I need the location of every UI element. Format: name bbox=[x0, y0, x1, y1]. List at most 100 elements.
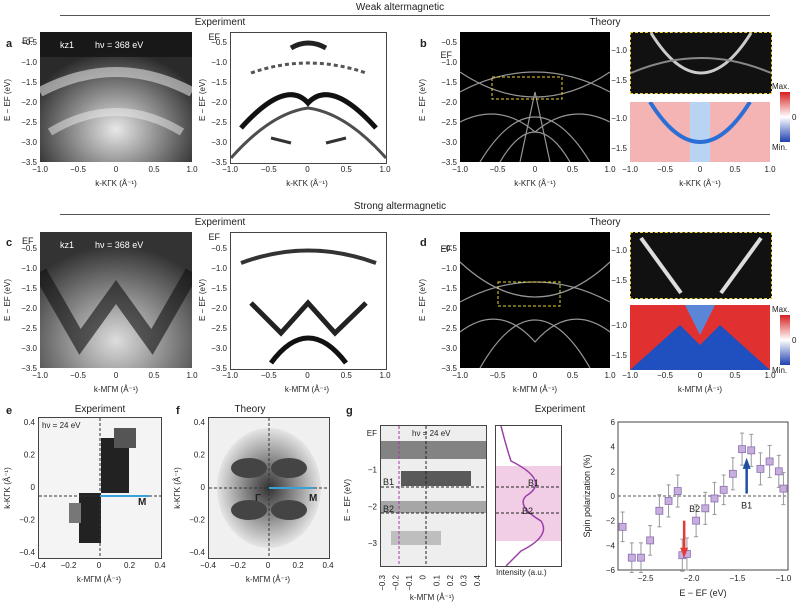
panel-e-map bbox=[38, 417, 162, 559]
panel-g-intensity-label: Intensity (a.u.) bbox=[496, 568, 547, 577]
sp-y-tick: −2 bbox=[606, 517, 616, 526]
panel-d-theory-image bbox=[460, 232, 610, 368]
x-tick-d: −0.5 bbox=[490, 371, 506, 380]
x-tick-b: −1.0 bbox=[452, 165, 468, 174]
x-tick-d: 1.0 bbox=[604, 371, 616, 380]
panel-f-m: M bbox=[309, 493, 318, 504]
x-tick-g: 0.4 bbox=[473, 574, 482, 586]
x-tick-d: 0.5 bbox=[567, 371, 579, 380]
panel-a-hv-label: hν = 368 eV bbox=[95, 40, 144, 50]
sp-data-point bbox=[655, 506, 664, 515]
x-tick-c: 0.5 bbox=[148, 371, 160, 380]
x-label-d: k-MΓM (Å⁻¹) bbox=[513, 385, 558, 394]
y-tick-a: −3.5 bbox=[21, 158, 37, 167]
y-tick-c: −1.0 bbox=[21, 264, 37, 273]
y-tick-d-inset: −1.0 bbox=[611, 246, 627, 255]
x-tick-c2: −1.0 bbox=[222, 371, 238, 380]
y-tick-f: 0.2 bbox=[194, 451, 206, 460]
colorbar-d-zero: 0 bbox=[792, 336, 797, 345]
y-tick-e: 0.2 bbox=[24, 451, 36, 460]
y-label-g: E − EF (eV) bbox=[343, 479, 352, 521]
panel-e-hv-label: hν = 24 eV bbox=[42, 421, 81, 430]
y-tick-c2: −1.5 bbox=[211, 284, 227, 293]
x-tick-e: 0.4 bbox=[154, 561, 166, 570]
panel-b-inset-grey bbox=[630, 32, 772, 94]
x-tick-f: 0.2 bbox=[292, 561, 304, 570]
y-tick-a2: −3.0 bbox=[211, 138, 227, 147]
x-tick-b: −0.5 bbox=[490, 165, 506, 174]
x-tick-d: 0 bbox=[533, 371, 538, 380]
sp-data-point bbox=[692, 516, 701, 525]
panel-g-intensity bbox=[495, 425, 562, 567]
x-tick-f: −0.2 bbox=[230, 561, 246, 570]
colorbar-b-min: Min. bbox=[772, 143, 788, 152]
y-tick-d: −3.5 bbox=[441, 364, 457, 373]
sp-data-point bbox=[738, 445, 746, 454]
x-label-a2: k-KΓK (Å⁻¹) bbox=[286, 179, 328, 188]
x-tick-d-inset: −1.0 bbox=[622, 371, 638, 380]
sp-data-point bbox=[627, 553, 636, 562]
x-label-b: k-KΓK (Å⁻¹) bbox=[514, 179, 556, 188]
y-tick-a: −2.5 bbox=[21, 118, 37, 127]
sp-y-tick: −4 bbox=[606, 541, 616, 550]
y-tick-f: −0.2 bbox=[189, 516, 205, 525]
y-tick-b-inset: −1.5 bbox=[611, 76, 627, 85]
x-label-c: k-MΓM (Å⁻¹) bbox=[94, 385, 139, 394]
sp-y-tick: 6 bbox=[611, 418, 616, 427]
y-tick-d: −2.5 bbox=[441, 324, 457, 333]
x-tick-b-inset: 0.5 bbox=[729, 165, 741, 174]
panel-label-c: c bbox=[6, 237, 13, 249]
y-tick-d-inset2: −1.5 bbox=[611, 351, 627, 360]
panel-f-gamma: Γ bbox=[255, 493, 262, 504]
y-tick-a: −3.0 bbox=[21, 138, 37, 147]
panel-d-colorbar bbox=[780, 315, 790, 365]
y-tick-c2: −3.0 bbox=[211, 344, 227, 353]
ef-a2: EF bbox=[208, 32, 220, 42]
x-tick-c2: 0.5 bbox=[341, 371, 353, 380]
weak-header: Weak altermagnetic bbox=[355, 2, 445, 13]
x-tick-e: −0.4 bbox=[30, 561, 46, 570]
sp-label-b1: B1 bbox=[741, 500, 752, 510]
y-tick-b: −2.5 bbox=[441, 118, 457, 127]
x-tick-f: 0.4 bbox=[322, 561, 334, 570]
x-label-d-inset: k-MΓM (Å⁻¹) bbox=[678, 385, 723, 394]
x-tick-g: −0.2 bbox=[392, 574, 401, 590]
panel-a-arpes-image bbox=[40, 32, 192, 162]
sp-data-point bbox=[646, 536, 655, 545]
panel-e-header: Experiment bbox=[74, 404, 126, 415]
panel-e-gamma: Γ bbox=[88, 497, 95, 508]
y-tick-c: −0.5 bbox=[21, 244, 37, 253]
y-tick-e: −0.4 bbox=[19, 548, 35, 557]
x-tick-g: −0.1 bbox=[405, 574, 414, 590]
x-tick-g: 0 bbox=[419, 574, 428, 579]
sp-data-point bbox=[774, 467, 783, 476]
x-tick-c2: −0.5 bbox=[261, 371, 277, 380]
x-tick-f: 0 bbox=[266, 561, 271, 570]
x-tick-b: 0.5 bbox=[567, 165, 579, 174]
x-tick-c: 1.0 bbox=[186, 371, 198, 380]
ef-d: EF bbox=[440, 244, 452, 254]
y-tick-c: −3.0 bbox=[21, 344, 37, 353]
x-label-f: k-MΓM (Å⁻¹) bbox=[246, 575, 291, 584]
x-tick-d-inset: −0.5 bbox=[657, 371, 673, 380]
x-tick-b-inset: 0 bbox=[698, 165, 703, 174]
panel-label-e: e bbox=[6, 405, 13, 417]
y-tick-d-inset2: −1.0 bbox=[611, 321, 627, 330]
sp-data-point bbox=[710, 494, 719, 503]
panel-label-f: f bbox=[176, 405, 180, 417]
y-tick-b-inset: −1.0 bbox=[611, 46, 627, 55]
sp-data-point bbox=[719, 485, 728, 494]
x-tick-a2: 0.5 bbox=[341, 165, 353, 174]
colorbar-d-max: Max. bbox=[772, 305, 790, 314]
panel-c-ef-label: EF bbox=[22, 236, 34, 246]
panel-d-inset-spin bbox=[630, 305, 770, 370]
y-tick-c2: −0.5 bbox=[211, 244, 227, 253]
y-tick-c: −2.5 bbox=[21, 324, 37, 333]
ef-b: EF bbox=[440, 50, 452, 60]
theory-header-top: Theory bbox=[589, 17, 621, 28]
panel-g-int-b1: B1 bbox=[528, 478, 540, 488]
panel-e-m: M bbox=[138, 497, 147, 508]
x-tick-c: −1.0 bbox=[32, 371, 48, 380]
x-tick-a: 0.5 bbox=[148, 165, 160, 174]
panel-g-hv: hν = 24 eV bbox=[412, 429, 451, 438]
